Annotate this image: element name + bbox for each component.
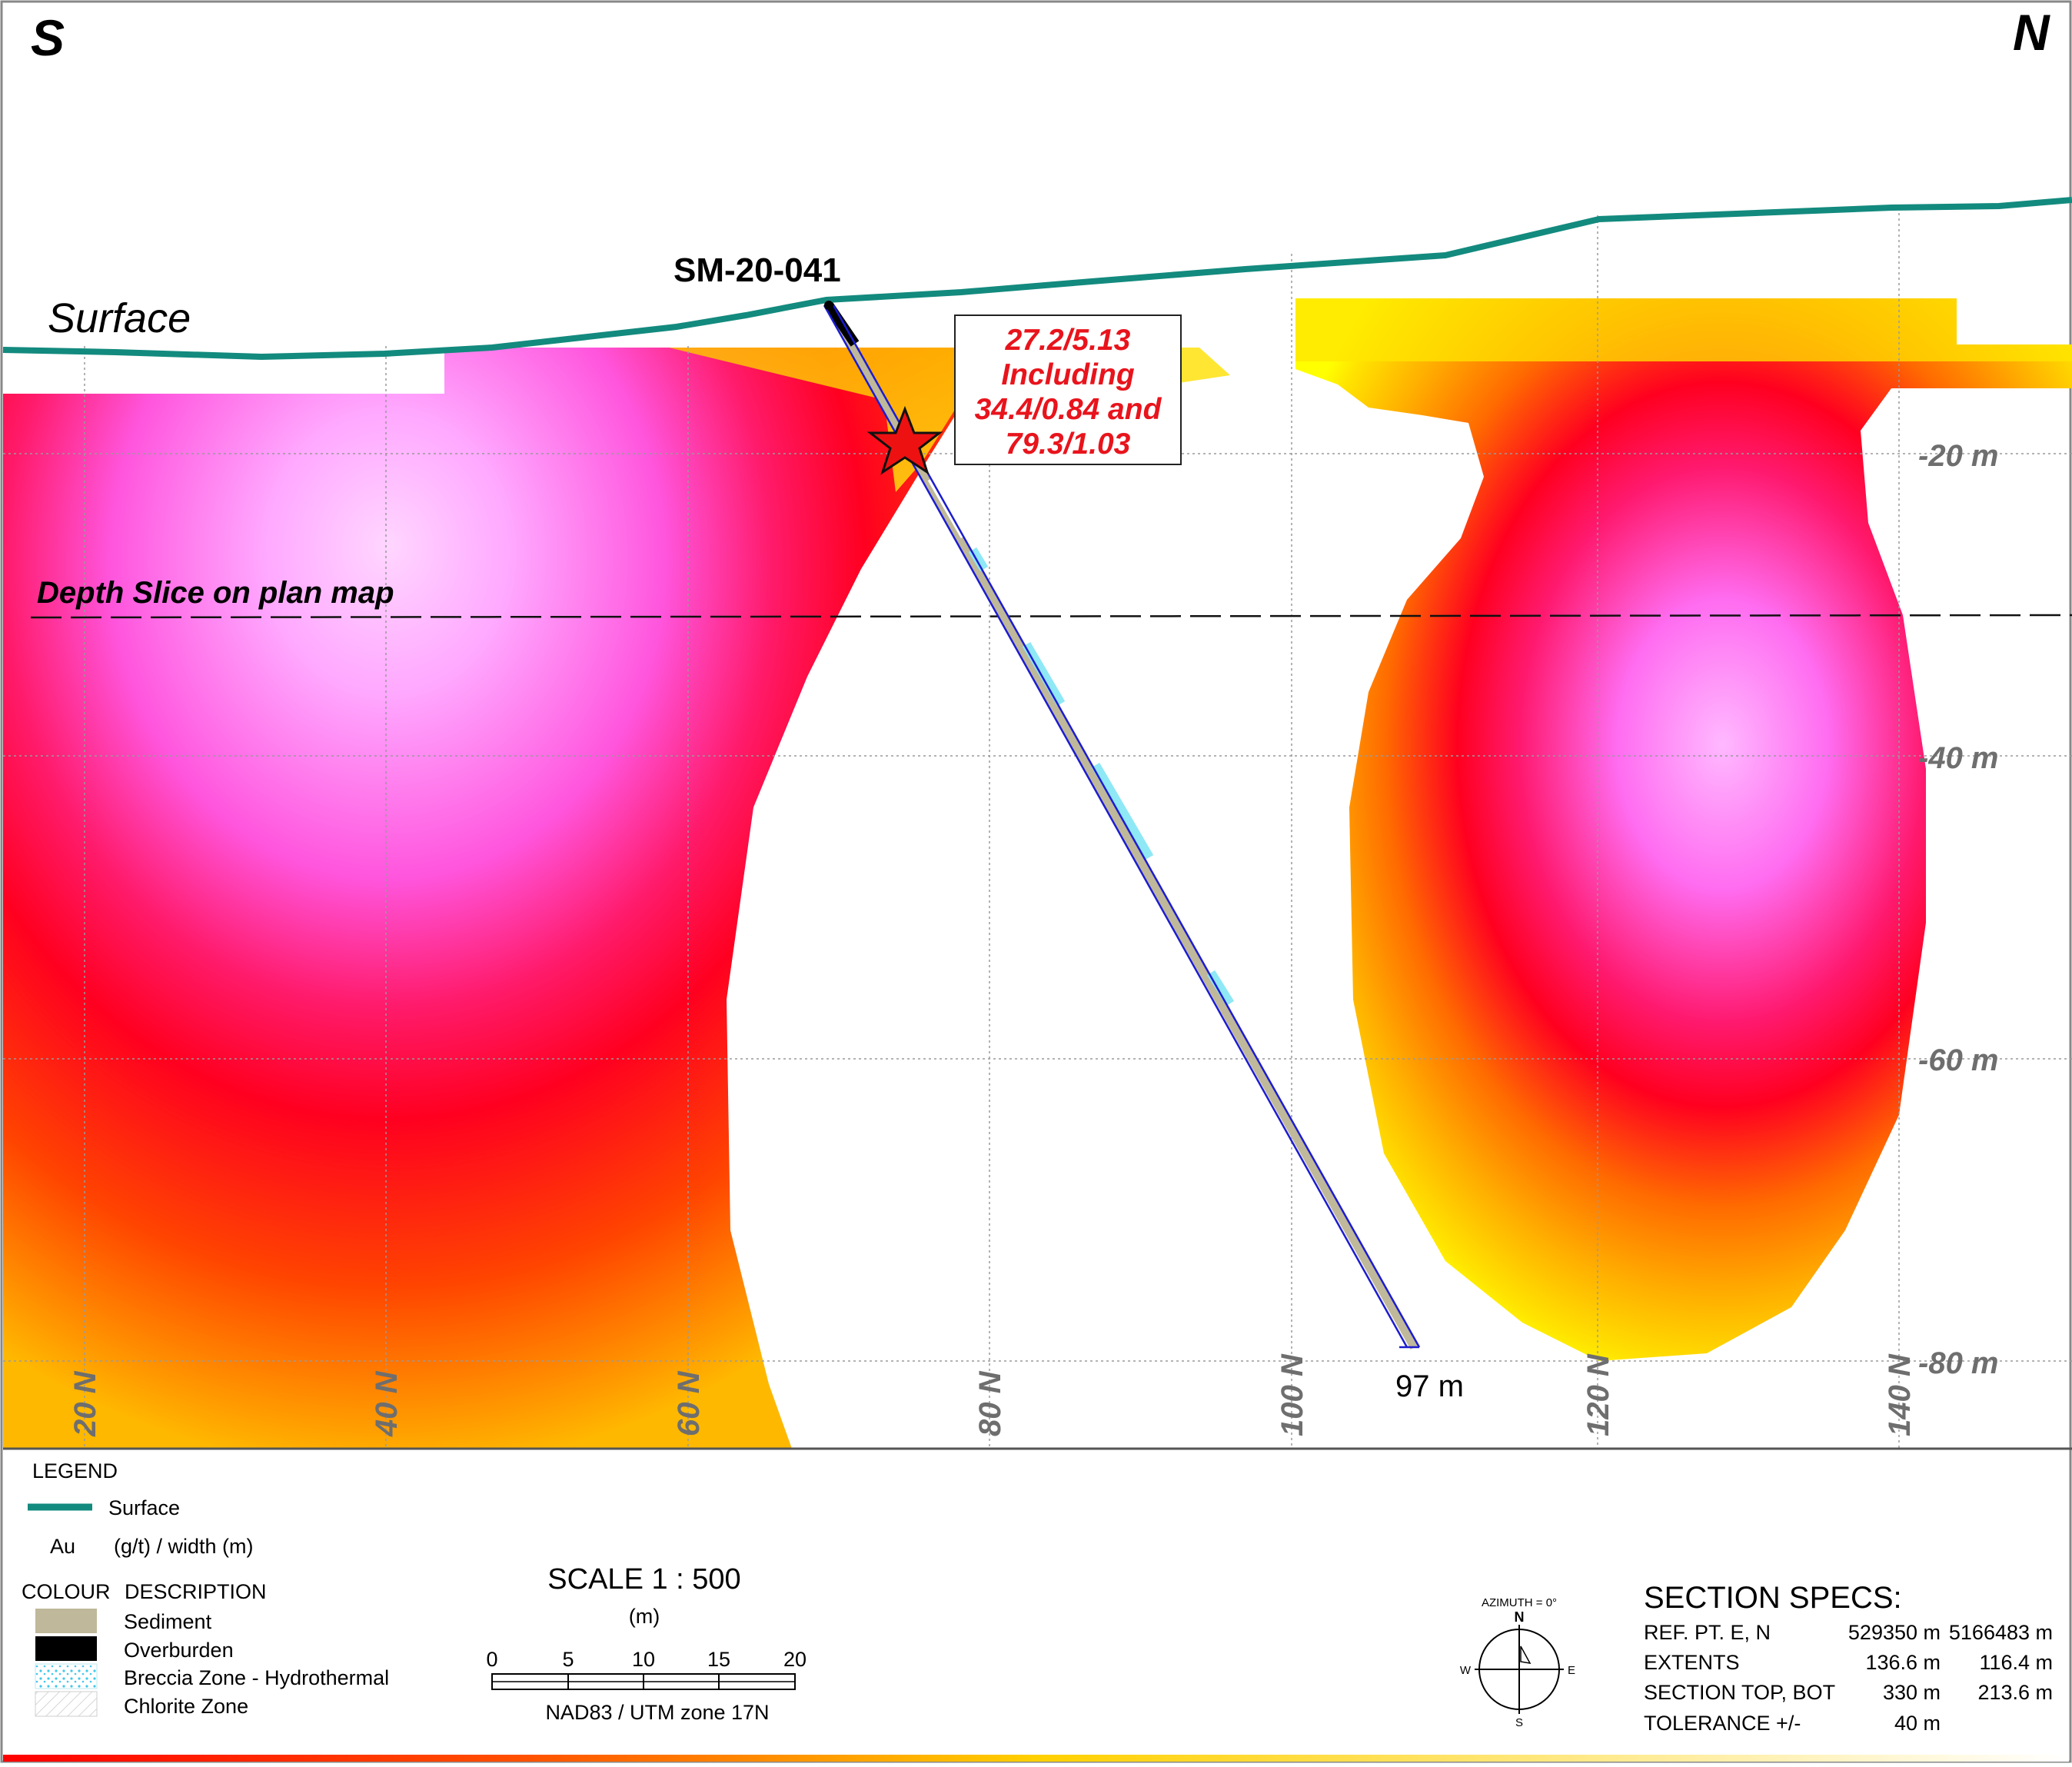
intercept-star-icon [866, 405, 943, 475]
intercept-line-1: 27.2/5.13 [1005, 324, 1131, 357]
compass-icon: AZIMUTH = 0° N S W E [1460, 1596, 1575, 1729]
breccia-segment-3 [1091, 762, 1154, 860]
legend-swatch-breccia [35, 1663, 98, 1689]
northing-label: 100 N [1275, 1353, 1309, 1436]
elevation-label: -20 m [1918, 439, 1999, 473]
specs-row-v1: 529350 m [1848, 1621, 1941, 1644]
depth-slice-label: Depth Slice on plan map [37, 576, 394, 610]
intercept-line-3: 34.4/0.84 and [975, 393, 1162, 426]
northing-label: 40 N [370, 1370, 404, 1437]
legend-au-units: (g/t) / width (m) [114, 1535, 254, 1558]
specs-row-label: TOLERANCE +/- [1644, 1712, 1801, 1735]
surface-label: Surface [48, 295, 191, 341]
breccia-segment-4 [1206, 970, 1235, 1007]
northing-label: 60 N [672, 1370, 706, 1436]
intercept-line-4: 79.3/1.03 [1006, 428, 1131, 461]
legend-description-header: DESCRIPTION [125, 1580, 267, 1603]
anomaly-cap [669, 348, 961, 492]
legend-item-label: Breccia Zone - Hydrothermal [124, 1666, 389, 1689]
specs-row-v1: 136.6 m [1865, 1651, 1941, 1674]
intercept-line-2: Including [1001, 358, 1134, 391]
specs-row-v2: 116.4 m [1979, 1651, 2053, 1674]
specs-row-v1: 40 m [1894, 1712, 1941, 1735]
drillhole-sm-20-041 [823, 301, 1421, 1349]
legend-colour-header: COLOUR [22, 1580, 111, 1603]
north-label: N [2013, 4, 2050, 61]
scale-datum: NAD83 / UTM zone 17N [545, 1701, 769, 1724]
legend-item-label: Chlorite Zone [124, 1695, 248, 1718]
anomaly-left [3, 348, 965, 1449]
specs-row-label: REF. PT. E, N [1644, 1621, 1771, 1644]
northing-label: 20 N [68, 1370, 102, 1437]
compass-e: E [1568, 1664, 1575, 1677]
legend: LEGEND Surface Au (g/t) / width (m) COLO… [22, 1459, 389, 1718]
legend-swatch-sediment [35, 1609, 97, 1633]
specs-row-v1: 330 m [1883, 1681, 1941, 1704]
specs-row-label: SECTION TOP, BOT [1644, 1681, 1835, 1704]
depth-slice-line [30, 614, 2072, 619]
compass-w: W [1460, 1664, 1472, 1677]
northing-label: 120 N [1581, 1353, 1615, 1436]
surface-line [2, 197, 2072, 361]
compass-n: N [1515, 1609, 1525, 1625]
elevation-label: -80 m [1918, 1346, 1999, 1380]
compass-azimuth: AZIMUTH = 0° [1482, 1596, 1557, 1609]
northing-label: 80 N [973, 1370, 1007, 1436]
south-label: S [31, 9, 65, 66]
scale-tick-label: 10 [632, 1648, 655, 1671]
specs-row-label: EXTENTS [1644, 1651, 1740, 1674]
specs-row-v2: 5166483 m [1949, 1621, 2053, 1644]
bottom-color-strip [3, 1755, 2069, 1762]
northing-label: 140 N [1883, 1353, 1917, 1436]
scale-bar: SCALE 1 : 500 (m) 0 5 10 15 20 NAD83 / U… [486, 1563, 807, 1724]
section-map [3, 298, 2072, 1449]
legend-swatch-chlorite [35, 1691, 98, 1717]
hole-end-label: 97 m [1395, 1369, 1464, 1403]
chlorite-segment [927, 476, 969, 538]
scale-unit: (m) [629, 1605, 660, 1628]
anomaly-right [1295, 298, 2072, 1361]
legend-surface-label: Surface [108, 1496, 180, 1519]
section-specs: SECTION SPECS: REF. PT. E, N 529350 m 51… [1644, 1581, 2053, 1735]
intercept-box [954, 314, 1182, 465]
drillhole-name: SM-20-041 [673, 251, 841, 289]
legend-title: LEGEND [32, 1459, 118, 1482]
scale-tick-label: 5 [562, 1648, 574, 1671]
breccia-segment-1 [968, 547, 989, 572]
scale-tick-label: 20 [783, 1648, 807, 1671]
scale-title: SCALE 1 : 500 [547, 1563, 740, 1596]
specs-row-v2: 213.6 m [1977, 1681, 2053, 1704]
scale-tick-label: 0 [486, 1648, 497, 1671]
legend-swatch-overburden [35, 1636, 97, 1661]
specs-title: SECTION SPECS: [1644, 1581, 1902, 1615]
anomaly-right-cap [1295, 298, 2072, 361]
elevation-label: -60 m [1918, 1043, 1999, 1077]
scale-tick-label: 15 [707, 1648, 730, 1671]
elevation-label: -40 m [1918, 741, 1999, 775]
legend-item-label: Overburden [124, 1639, 234, 1662]
breccia-segment-2 [1022, 641, 1066, 707]
compass-s: S [1515, 1716, 1523, 1729]
legend-au-label: Au [50, 1535, 75, 1558]
legend-item-label: Sediment [124, 1610, 212, 1633]
